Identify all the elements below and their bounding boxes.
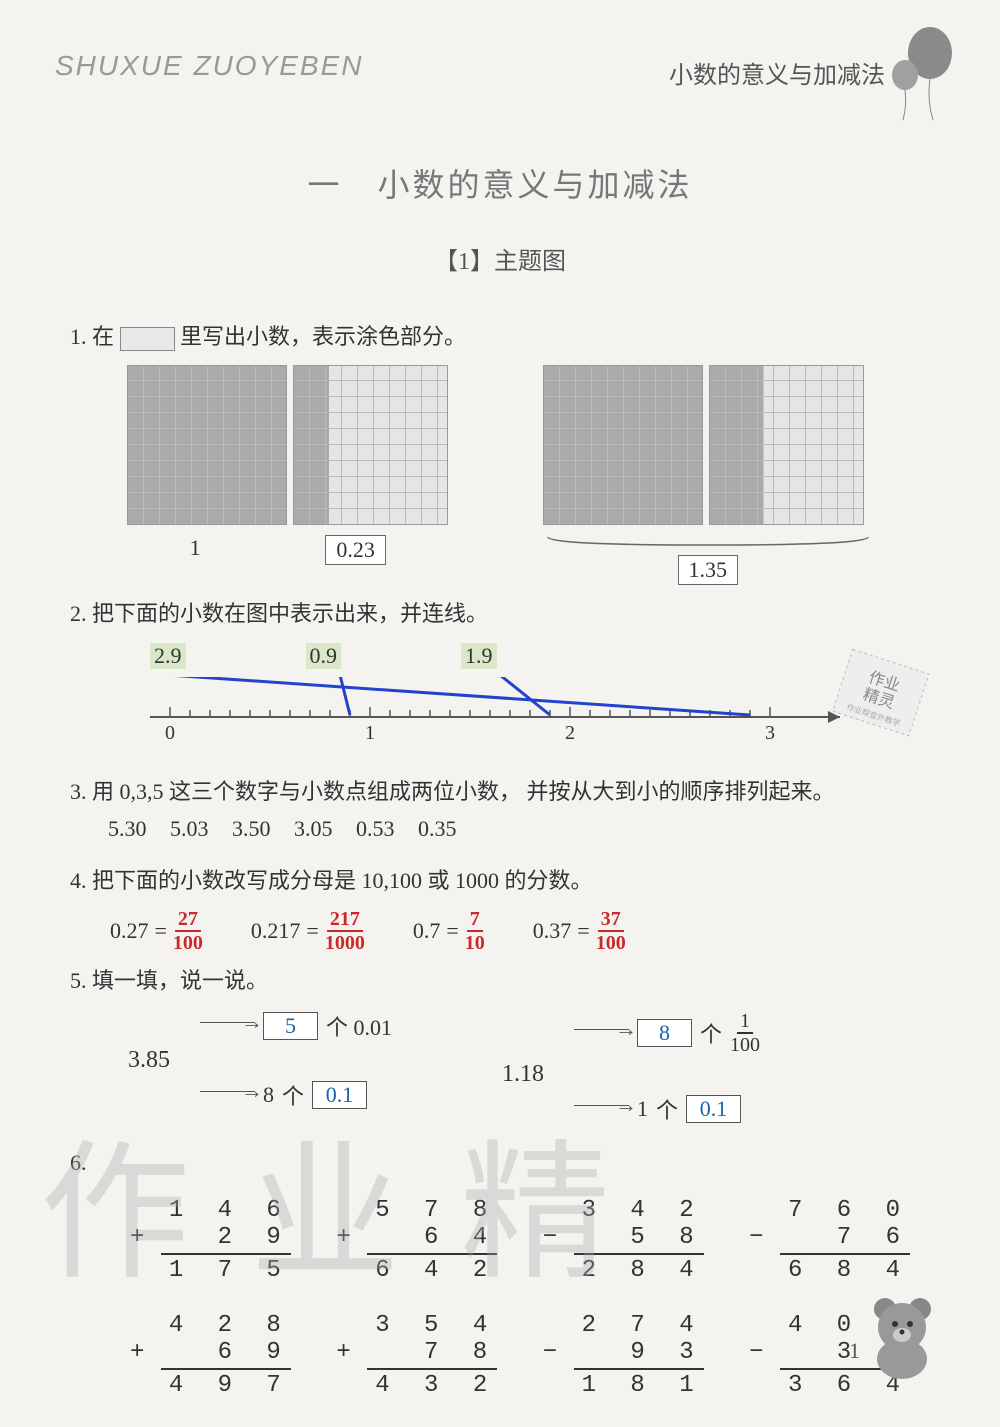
arith-problem: 5 7 8+ 6 46 4 2 [336, 1197, 497, 1284]
q3-ans: 3.05 [294, 816, 333, 841]
q1-prefix: 1. 在 [70, 324, 114, 349]
question-5: 5. 填一填，说一说。 [70, 962, 930, 999]
arith-problem: 3 5 4+ 7 84 3 2 [336, 1312, 497, 1399]
grid-square [127, 365, 287, 525]
balloon-icon [885, 25, 955, 125]
question-4: 4. 把下面的小数改写成分母是 10,100 或 1000 的分数。 0.27=… [70, 862, 930, 953]
q5-prompt: 5. 填一填，说一说。 [70, 968, 268, 993]
grid-square [709, 365, 864, 525]
q4-item: 0.217= 2171000 [251, 908, 365, 954]
q4-prompt: 4. 把下面的小数改写成分母是 10,100 或 1000 的分数。 [70, 868, 593, 893]
grid-square [293, 365, 448, 525]
bracket-icon [543, 535, 873, 549]
q5-left-top-unit: 个 0.01 [326, 1010, 392, 1042]
arithmetic-grid: 1 4 6+ 2 91 7 5 4 2 8+ 6 94 9 7 5 7 8+ 6 4… [70, 1197, 930, 1427]
arith-problem: 1 4 6+ 2 91 7 5 [130, 1197, 291, 1284]
q4-item: 0.7= 710 [413, 908, 485, 954]
q5-left-top-count[interactable]: 5 [263, 1012, 318, 1040]
q2-val-3: 1.9 [461, 643, 497, 669]
q3-ans: 0.35 [418, 816, 457, 841]
q2-val-2: 0.9 [306, 643, 342, 669]
q1-grids: 1 0.23 1.35 [70, 365, 930, 585]
stamp-icon: 作业 精灵 作业帮查外教学 [825, 648, 935, 743]
q2-val-1: 2.9 [150, 643, 186, 669]
q1-blank-box[interactable] [120, 327, 175, 351]
q4-item: 0.37= 37100 [533, 908, 626, 954]
tick-3: 3 [765, 722, 775, 744]
q3-ans: 3.50 [232, 816, 271, 841]
header-pinyin: SHUXUE ZUOYEBEN [55, 50, 364, 82]
q5-left-bottom-prefix: 个 [282, 1079, 304, 1111]
q1-ans-2[interactable]: 0.23 [325, 535, 386, 565]
arith-problem: 3 4 2− 5 82 8 4 [543, 1197, 704, 1284]
q1-ans-1: 1 [190, 535, 201, 565]
q5-right-number: 1.18 [502, 1061, 544, 1088]
question-3: 3. 用 0,3,5 这三个数字与小数点组成两位小数， 并按从大到小的顺序排列起… [70, 773, 930, 842]
tick-0: 0 [165, 722, 175, 744]
q3-ans: 5.30 [108, 816, 147, 841]
arith-problem: 2 7 4− 9 31 8 1 [543, 1312, 704, 1399]
page-subtitle: 【1】主题图 [60, 241, 940, 276]
q5-right-top-count[interactable]: 8 [637, 1019, 692, 1047]
q3-ans: 5.03 [170, 816, 209, 841]
q3-ans: 0.53 [356, 816, 395, 841]
q5-left-number: 3.85 [128, 1047, 170, 1074]
q5-layout: 5 个 0.01 3.85 8 个 0.1 8 个 1100 1.18 [70, 1005, 930, 1130]
q5-right-bottom-count: 1 [637, 1096, 648, 1122]
tick-2: 2 [565, 722, 575, 744]
question-1: 1. 在 里写出小数，表示涂色部分。 [70, 318, 930, 355]
page-title: 一 小数的意义与加减法 [60, 160, 940, 206]
arith-problem: 4 2 8+ 6 94 9 7 [130, 1312, 291, 1399]
q5-left-bottom-count: 8 [263, 1082, 274, 1108]
q5-right-bottom-prefix: 个 [656, 1093, 678, 1125]
q5-right-bottom-unit[interactable]: 0.1 [686, 1095, 741, 1123]
bear-icon [855, 1289, 950, 1384]
arith-problem: 7 6 0− 7 66 8 4 [749, 1197, 910, 1284]
number-line-area: 2.9 0.9 1.9 0 1 2 3 [70, 633, 930, 763]
q5-right-top-prefix: 个 [700, 1017, 722, 1049]
q3-prompt: 3. 用 0,3,5 这三个数字与小数点组成两位小数， 并按从大到小的顺序排列起… [70, 779, 835, 804]
q1-suffix: 里写出小数，表示涂色部分。 [180, 324, 466, 349]
q6-label: 6. [70, 1150, 87, 1175]
question-6: 6. [70, 1144, 930, 1181]
header-chapter: 小数的意义与加减法 [669, 55, 885, 90]
grid-square [543, 365, 703, 525]
number-line: 0 1 2 3 [140, 677, 860, 757]
content-area: 1. 在 里写出小数，表示涂色部分。 1 0.23 1.35 [60, 318, 940, 1427]
q5-left-bottom-unit[interactable]: 0.1 [312, 1081, 367, 1109]
q4-item: 0.27= 27100 [110, 908, 203, 954]
q2-prompt: 2. 把下面的小数在图中表示出来，并连线。 [70, 601, 488, 626]
q1-ans-combined[interactable]: 1.35 [678, 555, 739, 585]
tick-1: 1 [365, 722, 375, 744]
question-2: 2. 把下面的小数在图中表示出来，并连线。 [70, 595, 930, 632]
